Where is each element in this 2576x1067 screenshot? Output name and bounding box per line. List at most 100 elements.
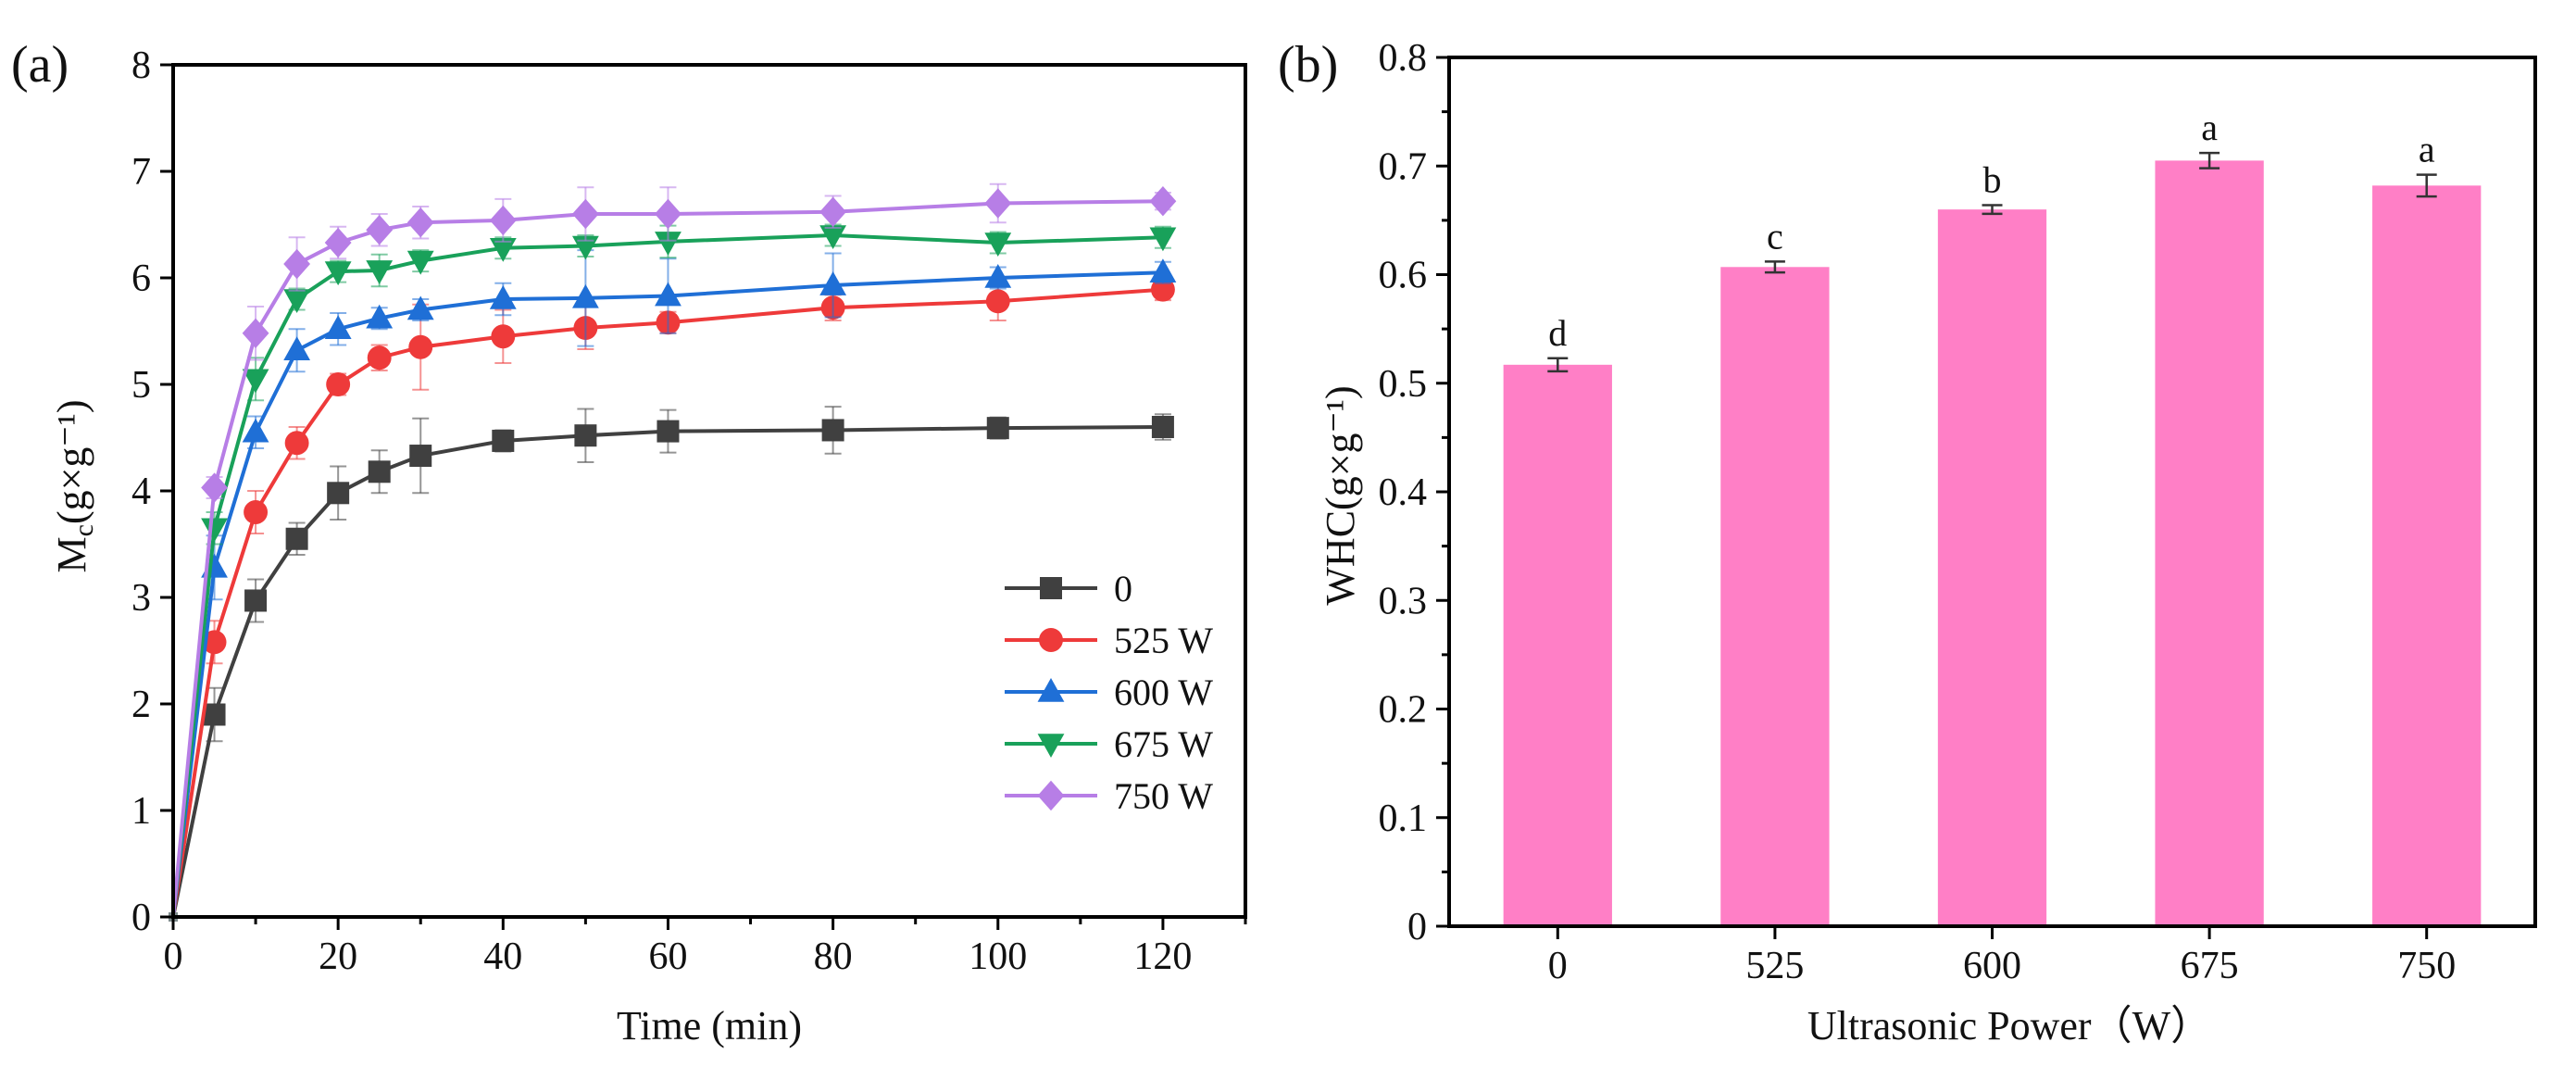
series-750-w <box>171 182 1177 918</box>
bar <box>1503 364 1612 926</box>
y-tick-label: 1 <box>131 790 151 833</box>
panel-a-label: (a) <box>11 36 69 94</box>
legend-item-750-w: 750 W <box>1005 775 1213 817</box>
data-point <box>491 324 516 349</box>
data-point <box>283 289 311 313</box>
legend-label: 525 W <box>1114 620 1213 661</box>
significance-letter: a <box>2419 129 2435 170</box>
data-point <box>819 196 847 227</box>
panel-a-x-axis-title: Time (min) <box>617 1003 802 1048</box>
series-600-w <box>171 249 1177 918</box>
data-point <box>408 334 433 359</box>
x-tick-label: 600 <box>1963 945 2021 987</box>
data-point <box>326 372 351 396</box>
data-point <box>327 482 350 505</box>
x-tick-label: 750 <box>2397 945 2456 987</box>
y-tick-label: 0.6 <box>1379 255 1428 297</box>
y-tick-label: 0.5 <box>1379 363 1428 406</box>
legend-item-525-w: 525 W <box>1005 620 1213 661</box>
x-tick-label: 120 <box>1133 935 1192 978</box>
data-point <box>574 424 597 447</box>
y-tick-label: 0.2 <box>1379 689 1428 732</box>
y-tick-label: 8 <box>131 44 151 87</box>
y-tick-label: 0 <box>1407 906 1427 948</box>
y-tick-label: 3 <box>131 577 151 620</box>
data-point <box>984 232 1012 257</box>
data-point <box>489 285 517 309</box>
data-point <box>366 260 394 284</box>
bar-group-750: a <box>2372 129 2482 927</box>
data-point <box>655 198 682 230</box>
legend-marker <box>1037 734 1065 758</box>
x-tick-label: 80 <box>814 935 853 978</box>
panel-a-axes: 0 20 40 60 80 100 120 0 1 2 3 4 5 6 7 8 <box>131 44 1247 978</box>
y-tick-label: 0.7 <box>1379 145 1428 188</box>
legend-item-0: 0 <box>1005 568 1132 609</box>
x-tick-label: 525 <box>1745 945 1804 987</box>
y-tick-label: 2 <box>131 684 151 726</box>
data-point <box>366 304 394 329</box>
data-point <box>202 630 227 655</box>
legend-label: 0 <box>1114 568 1132 609</box>
y-tick-label: 0.4 <box>1379 471 1428 514</box>
legend-marker <box>1040 577 1062 599</box>
data-point <box>1151 416 1174 438</box>
bar <box>1720 267 1830 927</box>
legend-label: 600 W <box>1114 672 1213 713</box>
data-point <box>819 271 847 295</box>
data-point <box>201 518 228 543</box>
y-tick-label: 7 <box>131 151 151 194</box>
data-point <box>489 205 517 236</box>
panel-b-label: (b) <box>1278 36 1338 94</box>
data-point <box>571 198 599 230</box>
data-point <box>1149 258 1177 283</box>
data-point <box>366 215 394 245</box>
legend-item-675-w: 675 W <box>1005 723 1213 765</box>
data-point <box>655 232 682 256</box>
bar-group-525: c <box>1720 215 1830 927</box>
x-tick-label: 100 <box>969 935 1027 978</box>
x-tick-label: 60 <box>648 935 687 978</box>
bar <box>2155 160 2264 926</box>
panel-b-x-axis-title: Ultrasonic Power（W） <box>1807 1003 2211 1048</box>
x-tick-label: 40 <box>483 935 522 978</box>
panel-a-legend: 0 525 W 600 W 675 W 750 W <box>1005 568 1213 817</box>
bar-group-600: b <box>1937 158 2047 926</box>
data-point <box>324 227 352 258</box>
data-point <box>492 429 515 452</box>
data-point <box>409 445 432 468</box>
legend-item-600-w: 600 W <box>1005 672 1213 713</box>
x-tick-label: 20 <box>319 935 357 978</box>
y-tick-label: 6 <box>131 257 151 300</box>
data-point <box>283 248 311 280</box>
series-675-w <box>171 223 1177 918</box>
data-point <box>285 527 308 550</box>
data-point <box>284 431 309 456</box>
y-tick-label: 0.3 <box>1379 580 1428 622</box>
data-point <box>242 418 269 443</box>
legend-marker <box>1039 628 1063 652</box>
data-point <box>242 369 269 394</box>
data-point <box>201 472 228 503</box>
y-tick-label: 0 <box>131 897 151 939</box>
data-point <box>986 417 1009 440</box>
data-point <box>984 264 1012 288</box>
data-point <box>367 345 392 370</box>
data-point <box>324 315 352 339</box>
legend-label: 675 W <box>1114 723 1213 765</box>
legend-marker <box>1037 678 1065 702</box>
data-point <box>406 250 434 275</box>
data-point <box>985 289 1010 314</box>
bar-group-0: d <box>1503 312 1612 926</box>
data-point <box>821 419 844 442</box>
data-point <box>244 500 269 524</box>
bar-group-675: a <box>2155 107 2264 926</box>
data-point <box>368 460 391 483</box>
panel-a-series-layer <box>169 182 1177 922</box>
y-tick-label: 4 <box>131 471 151 513</box>
legend-marker <box>1037 780 1065 811</box>
data-point <box>406 207 434 238</box>
